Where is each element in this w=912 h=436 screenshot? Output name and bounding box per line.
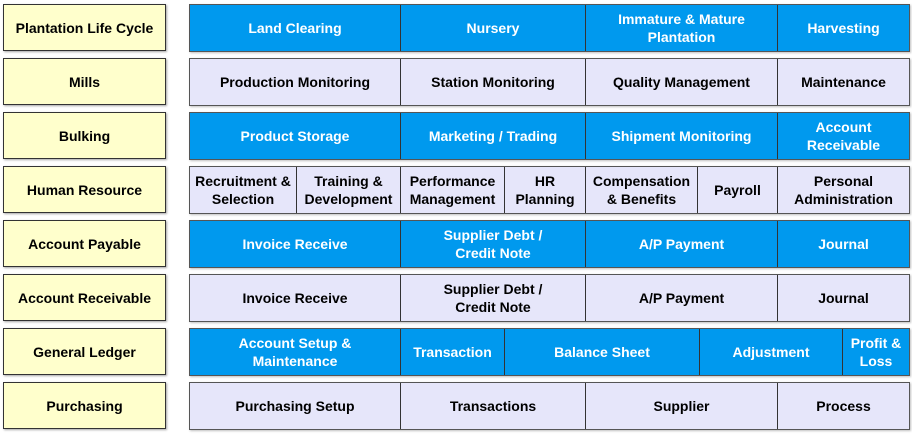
module-row-mills: Production Monitoring Station Monitoring… [189, 58, 910, 106]
module-cell: Account Receivable [777, 113, 909, 159]
module-row-bulking: Product Storage Marketing / Trading Ship… [189, 112, 910, 160]
category-purchasing: Purchasing [3, 382, 166, 429]
module-row-human-resource: Recruitment & Selection Training & Devel… [189, 166, 910, 214]
module-cell: Marketing / Trading [400, 113, 585, 159]
module-row-plantation-life-cycle: Land Clearing Nursery Immature & Mature … [189, 4, 910, 52]
module-cell: HR Planning [504, 167, 585, 213]
module-cell: Adjustment [699, 329, 842, 375]
category-account-receivable: Account Receivable [3, 274, 166, 321]
module-cell: Product Storage [240, 128, 350, 144]
module-cell: Invoice Receive [242, 236, 348, 252]
module-cell: Supplier Debt / Credit Note [400, 275, 585, 321]
module-cell: Immature & Mature Plantation [585, 5, 777, 51]
module-cell: Training & Development [296, 167, 400, 213]
module-row-account-payable: Invoice Receive Supplier Debt / Credit N… [189, 220, 910, 268]
category-bulking: Bulking [3, 112, 166, 159]
category-mills: Mills [3, 58, 166, 105]
module-cell: Maintenance [777, 59, 909, 105]
module-cell: Production Monitoring [219, 74, 371, 90]
module-cell: Nursery [400, 5, 585, 51]
module-row-general-ledger: Account Setup & Maintenance Transaction … [189, 328, 910, 376]
module-cell: Quality Management [585, 59, 777, 105]
module-cell: Personal Administration [777, 167, 909, 213]
module-cell: Account Setup & Maintenance [238, 335, 352, 369]
module-cell: A/P Payment [585, 221, 777, 267]
module-cell: Transaction [400, 329, 504, 375]
module-cell: Station Monitoring [400, 59, 585, 105]
module-cell: Balance Sheet [504, 329, 699, 375]
category-human-resource: Human Resource [3, 166, 166, 213]
module-cell: Land Clearing [248, 20, 342, 36]
module-cell: Supplier [585, 383, 777, 429]
category-general-ledger: General Ledger [3, 328, 166, 375]
module-cell: Invoice Receive [242, 290, 348, 306]
category-plantation-life-cycle: Plantation Life Cycle [3, 4, 166, 51]
module-cell: Transactions [400, 383, 585, 429]
module-cell: Journal [777, 221, 909, 267]
module-cell: Harvesting [777, 5, 909, 51]
module-cell: A/P Payment [585, 275, 777, 321]
module-cell: Process [777, 383, 909, 429]
module-cell: Profit & Loss [842, 329, 909, 375]
module-cell: Shipment Monitoring [585, 113, 777, 159]
module-row-account-receivable: Invoice Receive Supplier Debt / Credit N… [189, 274, 910, 322]
module-cell: Payroll [697, 167, 777, 213]
module-cell: Performance Management [400, 167, 504, 213]
module-cell: Purchasing Setup [235, 398, 355, 414]
module-row-purchasing: Purchasing Setup Transactions Supplier P… [189, 382, 910, 430]
module-cell: Recruitment & Selection [195, 173, 291, 207]
category-account-payable: Account Payable [3, 220, 166, 267]
module-cell: Supplier Debt / Credit Note [400, 221, 585, 267]
module-cell: Compensation & Benefits [585, 167, 697, 213]
module-cell: Journal [777, 275, 909, 321]
